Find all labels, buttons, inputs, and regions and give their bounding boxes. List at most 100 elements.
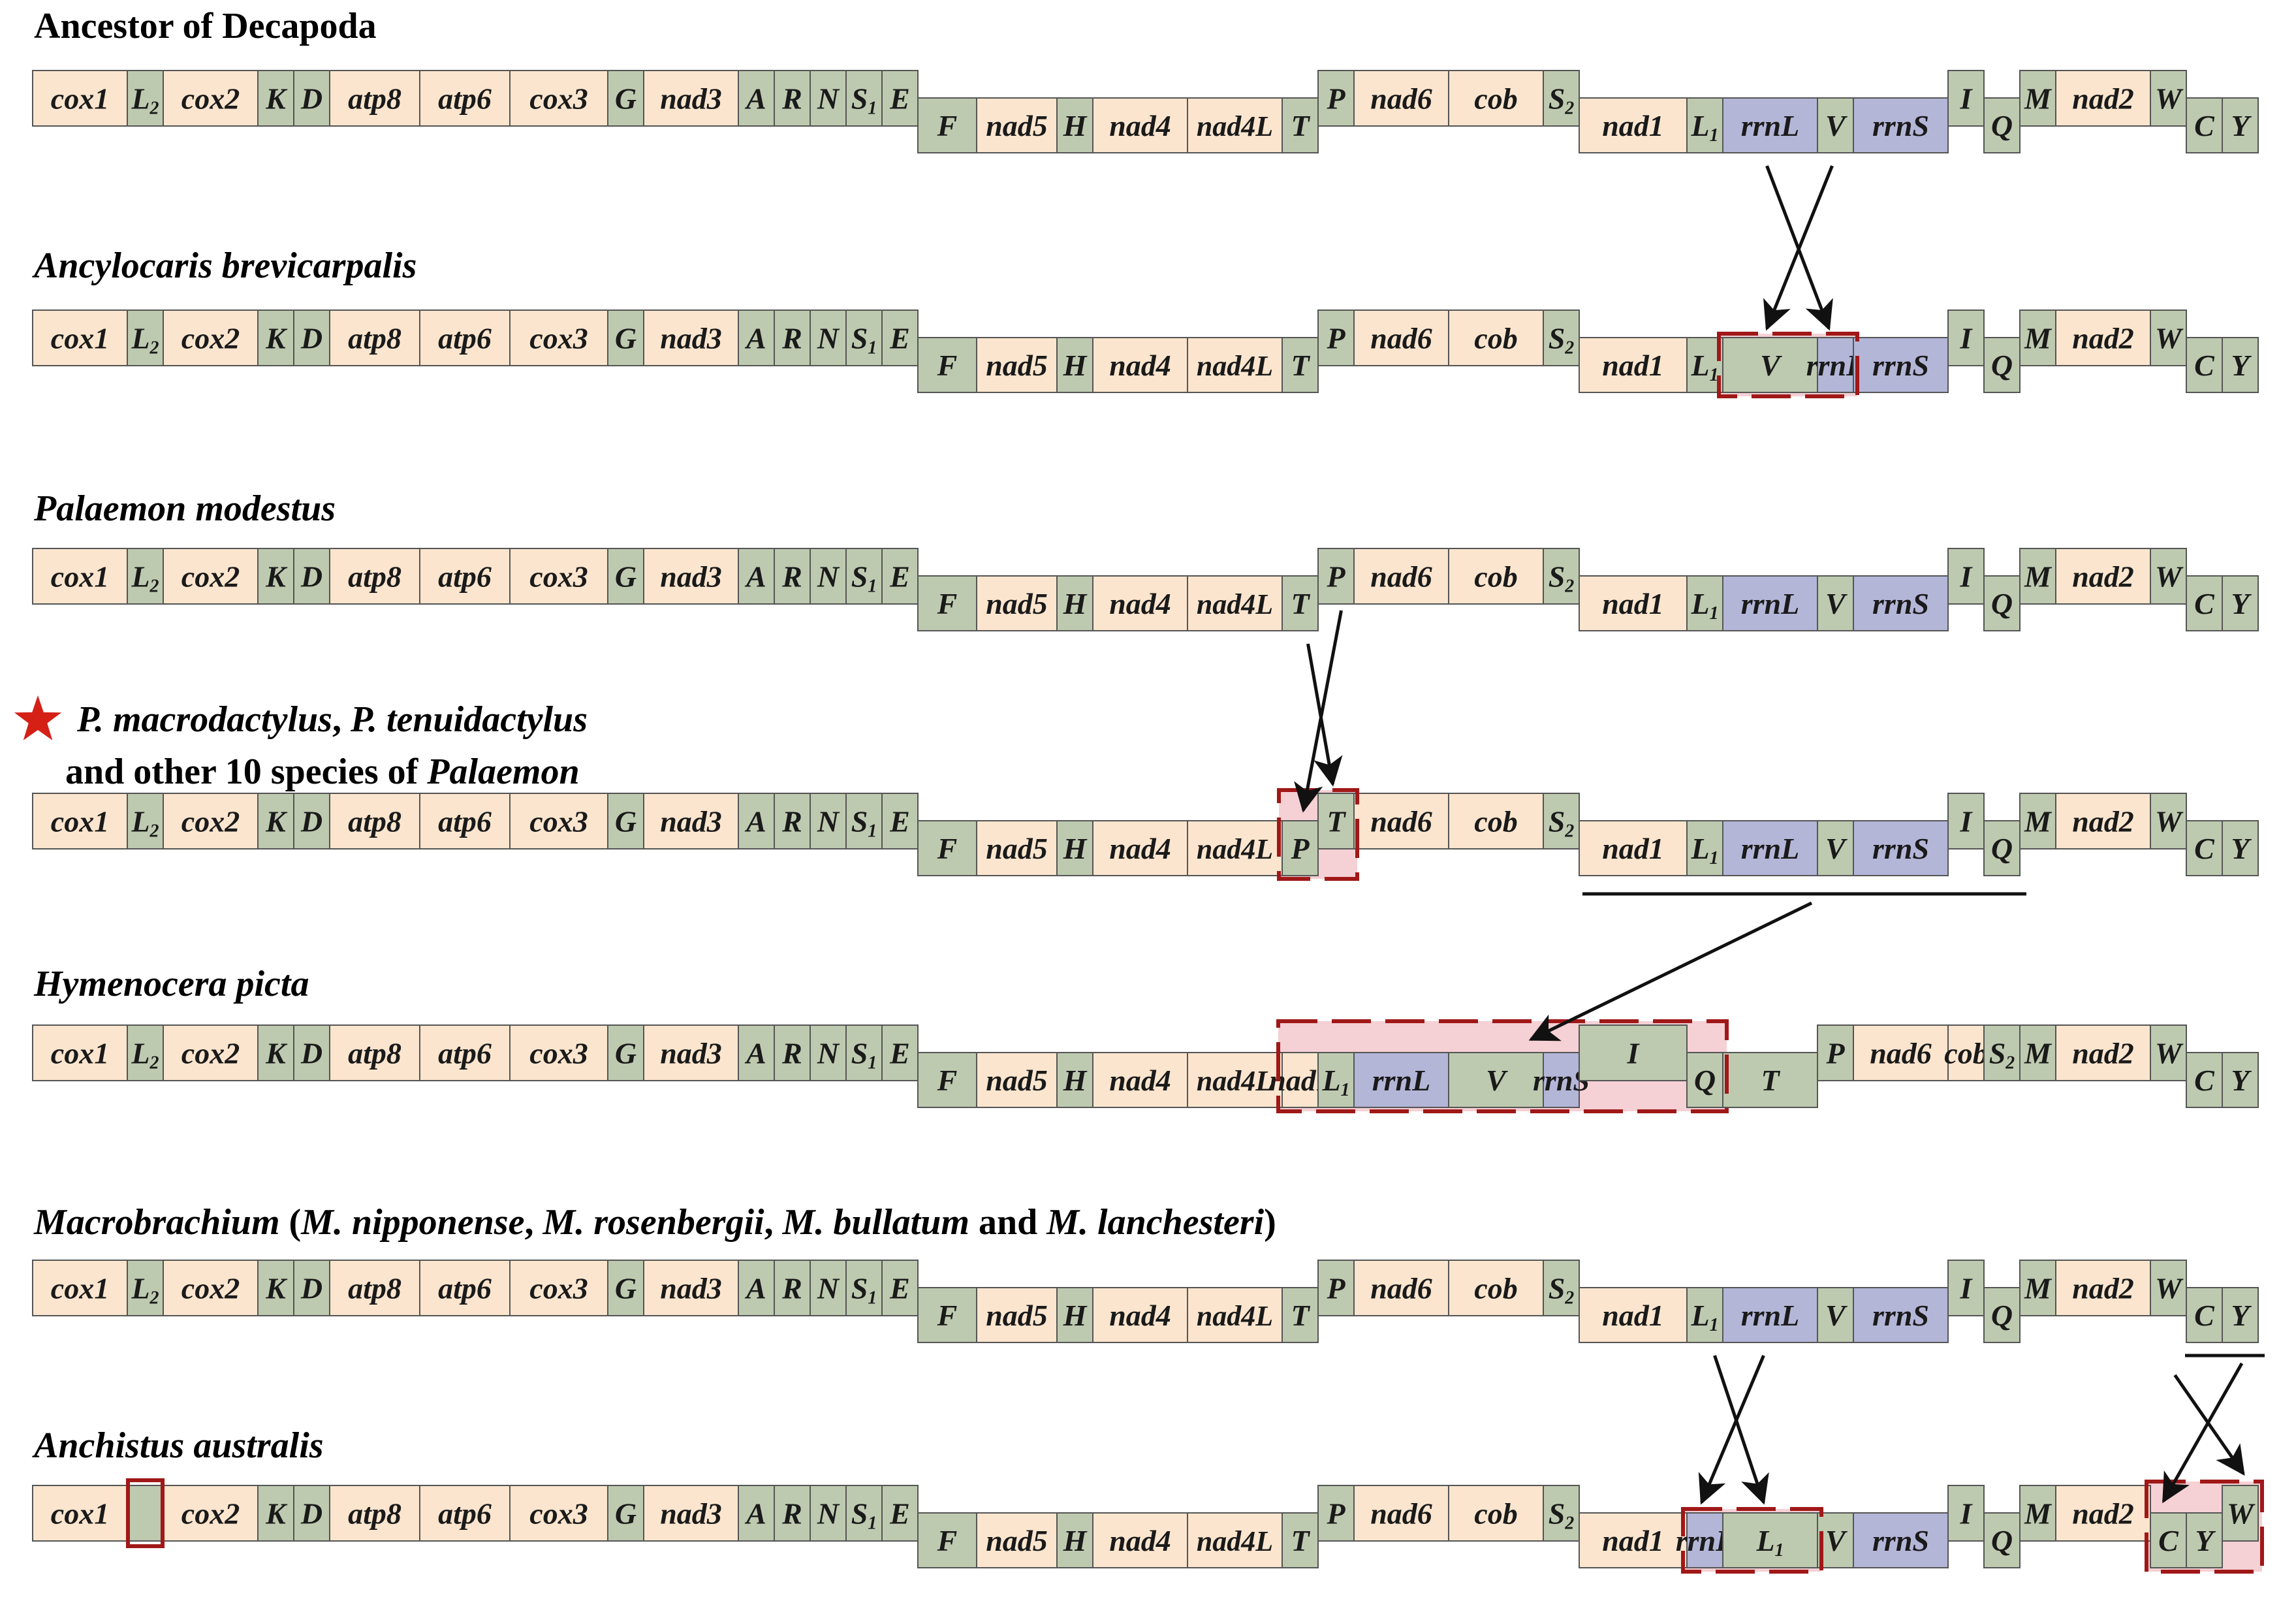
gene-label: L1 bbox=[1690, 109, 1718, 146]
gene-label: R bbox=[781, 1272, 802, 1305]
gene-label: A bbox=[744, 1037, 766, 1070]
gene-block-h bbox=[1056, 1512, 1093, 1568]
gene-label: cox3 bbox=[529, 1272, 588, 1305]
gene-label: nad4L bbox=[1197, 1300, 1273, 1332]
gene-block-f bbox=[917, 1512, 977, 1568]
gene-block-v bbox=[1722, 337, 1818, 393]
gene-block-t bbox=[1722, 1052, 1818, 1108]
gene-block-nad5 bbox=[976, 97, 1058, 153]
gene-label: cox2 bbox=[181, 82, 240, 116]
gene-label: S2 bbox=[1549, 560, 1575, 597]
gene-label: K bbox=[265, 1272, 288, 1305]
gene-block-a bbox=[738, 309, 775, 366]
gene-block-f bbox=[917, 337, 977, 393]
gene-label: cox1 bbox=[51, 82, 109, 116]
row-title: Ancestor of Decapoda bbox=[34, 6, 377, 46]
gene-label: G bbox=[615, 82, 637, 116]
gene-block-r bbox=[774, 1485, 811, 1542]
gene-block-l2 bbox=[127, 1260, 164, 1316]
gene-label: cox3 bbox=[529, 560, 588, 594]
gene-block-d bbox=[293, 70, 330, 127]
gene-label: atp6 bbox=[438, 560, 492, 594]
gene-block-rrns bbox=[1853, 97, 1949, 153]
gene-block-nad6 bbox=[1353, 1260, 1449, 1316]
gene-block-nad6 bbox=[1353, 309, 1449, 366]
gene-label: nad3 bbox=[660, 82, 722, 116]
gene-block-nad6 bbox=[1353, 548, 1449, 605]
gene-block-t bbox=[1282, 575, 1319, 631]
gene-block-nad3 bbox=[643, 793, 739, 849]
arrow-c-y-move bbox=[2162, 1362, 2244, 1504]
gene-label: atp8 bbox=[348, 1272, 401, 1305]
gene-block-cox2 bbox=[163, 793, 259, 849]
gene-block-atp6 bbox=[419, 1024, 511, 1081]
gene-label: rrnS bbox=[1872, 1299, 1929, 1332]
gene-label: nad5 bbox=[986, 1299, 1048, 1332]
gene-label: V bbox=[1825, 832, 1848, 865]
gene-block-g bbox=[607, 309, 644, 366]
gene-block-rrnl bbox=[1722, 97, 1818, 153]
gene-block-nad5 bbox=[976, 337, 1058, 393]
gene-label: S1 bbox=[851, 1037, 877, 1073]
row-title: Anchistus australis bbox=[32, 1425, 324, 1466]
gene-block-cox1 bbox=[32, 1260, 128, 1316]
gene-block-n bbox=[810, 1485, 847, 1542]
gene-label: L2 bbox=[131, 322, 159, 358]
gene-label: S2 bbox=[1549, 322, 1575, 358]
gene-label: atp6 bbox=[438, 1272, 492, 1305]
gene-label: V bbox=[1760, 349, 1782, 382]
gene-block-q bbox=[1983, 575, 2021, 631]
gene-label: nad6 bbox=[1370, 805, 1432, 838]
gene-label: nad2 bbox=[2072, 1497, 2134, 1531]
arrow-w-move bbox=[2173, 1374, 2245, 1476]
gene-block-e bbox=[881, 1260, 919, 1316]
gene-label: E bbox=[889, 1037, 910, 1070]
gene-block-nad4l bbox=[1187, 820, 1283, 876]
gene-block-nad5 bbox=[976, 820, 1058, 876]
gene-label: cox2 bbox=[181, 1272, 240, 1305]
gene-block-i bbox=[1947, 1260, 1985, 1316]
gene-label: rrnS bbox=[1872, 587, 1929, 620]
gene-label: atp8 bbox=[348, 82, 401, 116]
gene-label: cob bbox=[1474, 560, 1517, 594]
gene-label: A bbox=[744, 1272, 766, 1305]
gene-block-nad4l bbox=[1187, 1287, 1283, 1343]
gene-label: nad6 bbox=[1370, 1272, 1432, 1305]
gene-label: H bbox=[1063, 587, 1088, 620]
gene-block-t bbox=[1282, 337, 1319, 393]
gene-block-nad1 bbox=[1282, 1052, 1319, 1108]
gene-block-d bbox=[293, 1260, 330, 1316]
gene-label: nad3 bbox=[660, 805, 722, 838]
gene-block-f bbox=[917, 1287, 977, 1343]
gene-block-l1 bbox=[1686, 820, 1723, 876]
gene-block-y bbox=[2222, 820, 2259, 876]
gene-block-nad4l bbox=[1187, 575, 1283, 631]
gene-block-atp8 bbox=[329, 548, 420, 605]
gene-label: I bbox=[1960, 1272, 1974, 1305]
gene-label: cob bbox=[1944, 1037, 1987, 1070]
gene-label: R bbox=[781, 560, 802, 594]
gene-block-y bbox=[2222, 1052, 2259, 1108]
gene-label: V bbox=[1825, 1299, 1848, 1332]
highlight-v-rrnl-border bbox=[1717, 332, 1859, 398]
gene-label: S1 bbox=[851, 1272, 877, 1309]
gene-label: L2 bbox=[131, 805, 159, 842]
gene-block-nad6 bbox=[1353, 793, 1449, 849]
gene-label: nad6 bbox=[1370, 322, 1432, 355]
gene-label: N bbox=[817, 1497, 840, 1531]
gene-block-p bbox=[1317, 548, 1355, 605]
gene-block-w bbox=[2150, 309, 2187, 366]
gene-label: rrnL bbox=[1372, 1064, 1430, 1097]
gene-label: F bbox=[937, 587, 958, 620]
gene-label: nad4L bbox=[1197, 110, 1273, 142]
gene-label: nad6 bbox=[1870, 1037, 1932, 1070]
gene-block-e bbox=[881, 548, 919, 605]
gene-label: W bbox=[2155, 322, 2184, 355]
gene-label: P bbox=[1326, 322, 1345, 355]
gene-label: Q bbox=[1991, 587, 2013, 620]
gene-block-e bbox=[881, 309, 919, 366]
gene-label: cox1 bbox=[51, 1497, 109, 1531]
gene-block-nad3 bbox=[643, 1485, 739, 1542]
gene-label: rrnS bbox=[1872, 832, 1929, 865]
